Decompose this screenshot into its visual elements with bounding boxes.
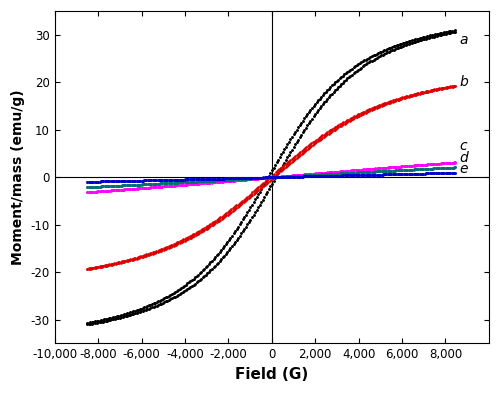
Y-axis label: Moment/mass (emu/g): Moment/mass (emu/g)	[11, 90, 25, 265]
Text: a: a	[460, 33, 468, 47]
Text: c: c	[460, 140, 467, 153]
X-axis label: Field (G): Field (G)	[235, 367, 308, 382]
Text: d: d	[460, 151, 468, 165]
Text: e: e	[460, 162, 468, 176]
Text: b: b	[460, 75, 468, 89]
